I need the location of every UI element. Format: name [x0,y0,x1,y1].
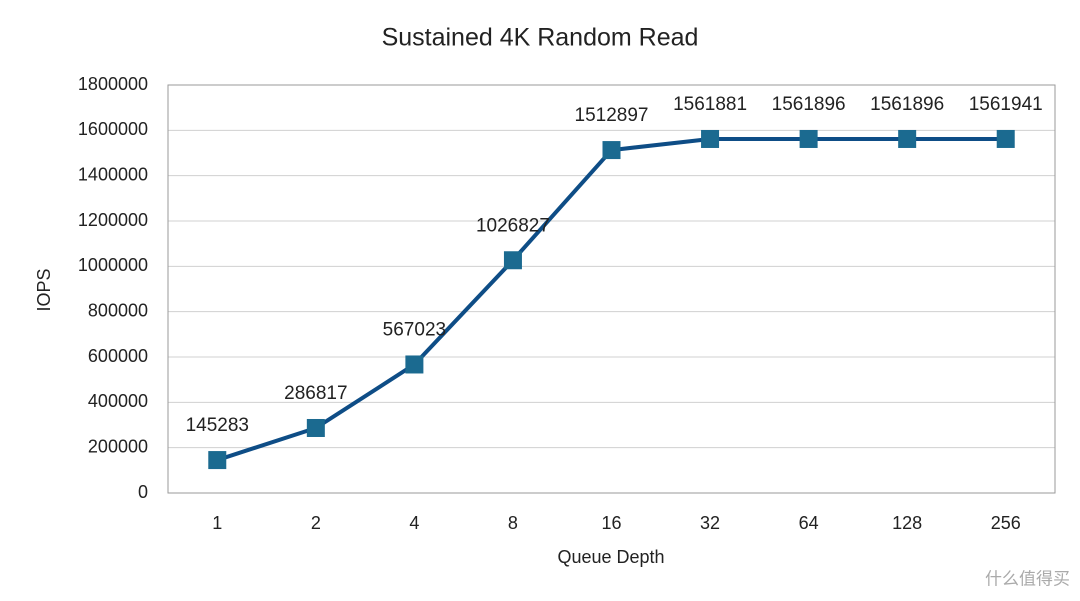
marker [898,129,917,148]
x-tick-label: 16 [601,513,621,533]
series-line [216,136,1006,462]
marker [996,129,1015,148]
y-tick-label: 1800000 [78,74,148,94]
marker [405,355,424,374]
y-tick-label: 800000 [88,300,148,320]
x-tick-label: 4 [409,513,419,533]
x-tick-label: 1 [212,513,222,533]
marker [602,141,621,160]
y-tick-label: 200000 [88,436,148,456]
x-tick-label: 8 [508,513,518,533]
x-axis-label: Queue Depth [557,547,664,567]
watermark: 什么值得买 [985,569,1070,588]
x-tick-label: 32 [700,513,720,533]
data-label: 1561896 [772,94,846,115]
y-tick-label: 1400000 [78,164,148,184]
data-label: 145283 [186,415,249,436]
data-label: 1561941 [969,94,1043,115]
x-tick-label: 256 [991,513,1021,533]
y-tick-label: 1600000 [78,119,148,139]
data-label: 1561881 [673,94,747,115]
y-tick-label: 0 [138,482,148,502]
data-label: 567023 [383,319,446,340]
data-label: 1561896 [870,94,944,115]
y-tick-label: 1200000 [78,210,148,230]
marker [306,418,325,437]
data-label: 286817 [284,383,347,404]
data-label: 1026827 [476,215,550,236]
marker [799,129,818,148]
marker [701,129,720,148]
marker [503,251,522,270]
y-tick-label: 600000 [88,346,148,366]
x-tick-label: 64 [799,513,819,533]
data-label: 1512897 [575,105,649,126]
plot-border [167,84,1056,494]
chart-title: Sustained 4K Random Read [382,24,699,52]
y-tick-label: 400000 [88,391,148,411]
y-tick-label: 1000000 [78,255,148,275]
x-tick-label: 128 [892,513,922,533]
x-tick-label: 2 [311,513,321,533]
y-axis-label: IOPS [34,268,54,311]
marker [208,451,227,470]
